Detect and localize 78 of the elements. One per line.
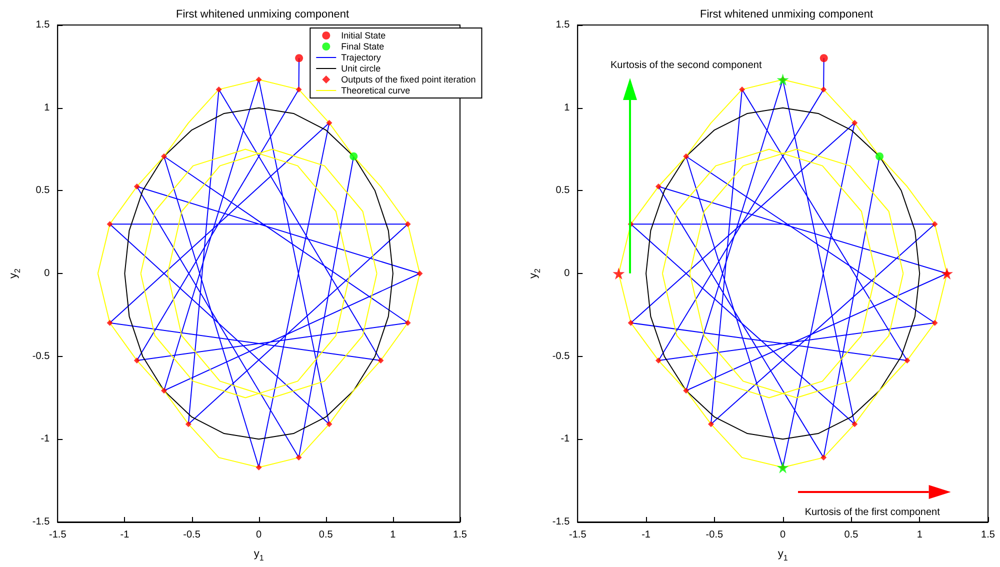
point	[216, 86, 222, 92]
x-tick-label: -1	[120, 530, 130, 540]
y-axis-title: y2	[8, 268, 22, 278]
point	[326, 120, 332, 126]
point	[683, 153, 690, 160]
x-tick-label: -1	[642, 530, 651, 540]
annotation: Kurtosis of the second component	[610, 59, 762, 74]
point	[256, 76, 262, 83]
y-tick-label: 1	[564, 102, 570, 114]
point	[106, 221, 113, 228]
y-tick-label: -0.5	[552, 350, 570, 362]
point	[776, 461, 789, 474]
y-tick-label: 1.5	[36, 20, 50, 30]
y-tick-label: 0	[564, 268, 570, 279]
point	[416, 270, 423, 276]
y-tick-label: 1.5	[556, 20, 570, 30]
y-tick-label: 0.5	[36, 185, 50, 196]
point	[296, 454, 302, 461]
legend-label: Trajectory	[341, 52, 382, 62]
legend-label: Theoretical curve	[341, 86, 410, 96]
x-tick-label: -0.5	[183, 530, 201, 540]
point	[612, 268, 625, 280]
point	[185, 421, 192, 428]
x-tick-label: 0	[256, 530, 262, 540]
x-tick-label: 1.5	[981, 530, 996, 540]
point	[378, 357, 384, 364]
x-tick-label: 0	[780, 530, 786, 540]
point	[940, 268, 953, 280]
point	[876, 152, 884, 160]
x-tick-label: 0.5	[844, 530, 859, 540]
y-tick-label: -0.5	[32, 350, 50, 362]
point	[134, 357, 140, 364]
point	[820, 86, 827, 92]
point	[683, 388, 690, 394]
point	[326, 421, 332, 428]
point	[350, 152, 358, 160]
annotation: Kurtosis of the first component	[804, 506, 940, 520]
y-axis-title: y2	[528, 268, 542, 278]
point	[932, 221, 938, 228]
y-tick-label: -1.5	[32, 516, 50, 528]
y-tick-label: -1.5	[552, 516, 570, 528]
point	[852, 120, 858, 126]
point	[852, 421, 858, 428]
y-tick-label: -1	[40, 434, 50, 445]
point	[295, 54, 304, 62]
legend-label: Unit circle	[341, 64, 381, 74]
point	[708, 421, 714, 428]
legend-label: Initial State	[341, 30, 386, 40]
legend-label: Outputs of the fixed point iteration	[341, 74, 476, 84]
x-tick-label: 1	[916, 530, 923, 540]
point	[134, 184, 140, 190]
y-tick-label: 0	[44, 268, 50, 279]
x-tick-label: 1.5	[453, 530, 468, 540]
point	[160, 388, 167, 394]
point	[256, 464, 262, 470]
point	[628, 320, 634, 326]
x-tick-label: 1	[390, 530, 396, 540]
point	[160, 153, 167, 160]
point	[932, 320, 938, 326]
point	[739, 86, 746, 92]
point	[904, 357, 910, 364]
legend-label: Final State	[341, 42, 384, 52]
point	[655, 184, 662, 190]
chart-title: First whitened unmixing component	[176, 8, 350, 20]
x-tick-label: 0.5	[318, 530, 334, 540]
point	[106, 320, 113, 326]
x-tick-label: -0.5	[706, 530, 724, 540]
point	[820, 54, 828, 62]
y-tick-label: 0.5	[556, 185, 570, 196]
point	[820, 454, 827, 461]
point	[404, 320, 411, 326]
y-tick-label: 1	[44, 102, 50, 114]
point	[296, 86, 302, 92]
point	[404, 221, 411, 228]
point	[776, 74, 789, 86]
chart-title: First whitened unmixing component	[700, 8, 874, 20]
y-tick-label: -1	[560, 434, 570, 445]
point	[655, 357, 662, 364]
